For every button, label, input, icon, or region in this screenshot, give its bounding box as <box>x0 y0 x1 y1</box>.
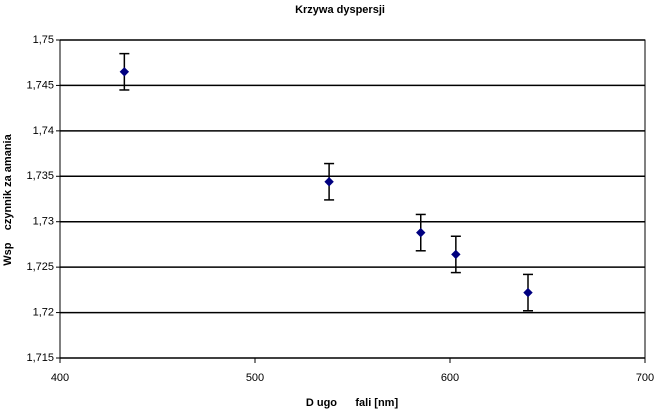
y-tick-label: 1,735 <box>26 170 54 182</box>
x-tick-label: 600 <box>441 372 459 384</box>
chart-title: Krzywa dyspersji <box>295 4 385 16</box>
y-tick-label: 1,75 <box>33 34 54 46</box>
x-axis-label: D ugo fali [nm] <box>306 397 399 409</box>
y-tick-label: 1,72 <box>33 306 54 318</box>
point <box>523 287 533 298</box>
y-tick-label: 1,745 <box>26 79 54 91</box>
y-tick-label: 1,73 <box>33 216 54 228</box>
point <box>324 177 334 187</box>
point <box>416 227 426 238</box>
y-tick-label: 1,715 <box>26 352 54 364</box>
y-tick-label: 1,74 <box>33 125 54 137</box>
y-tick-label: 1,725 <box>26 261 54 273</box>
x-tick-label: 700 <box>636 372 654 384</box>
x-tick-label: 500 <box>246 372 264 384</box>
y-axis-label: Wsp czynnik za amania <box>2 133 14 265</box>
point <box>119 67 130 77</box>
x-tick-label: 400 <box>51 372 69 384</box>
plot-area <box>59 39 646 359</box>
point <box>451 249 461 260</box>
